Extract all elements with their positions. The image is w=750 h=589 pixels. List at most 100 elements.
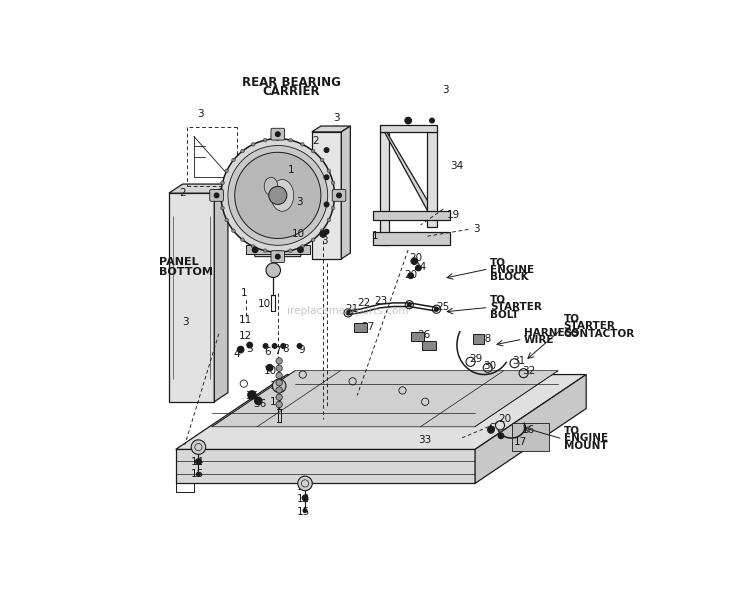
Circle shape	[320, 229, 324, 233]
FancyBboxPatch shape	[271, 251, 284, 263]
Text: ireplacementparts.com: ireplacementparts.com	[287, 306, 409, 316]
Circle shape	[332, 181, 335, 184]
Text: 3: 3	[334, 113, 340, 123]
Polygon shape	[214, 184, 228, 402]
FancyBboxPatch shape	[422, 341, 436, 350]
Circle shape	[241, 238, 244, 241]
Circle shape	[303, 509, 307, 512]
Circle shape	[232, 158, 236, 162]
Polygon shape	[251, 243, 305, 257]
Circle shape	[228, 145, 328, 245]
Text: BOLT: BOLT	[490, 310, 519, 320]
Circle shape	[275, 254, 280, 259]
Circle shape	[238, 346, 244, 353]
Circle shape	[276, 379, 282, 386]
Circle shape	[235, 153, 321, 239]
Text: 14: 14	[191, 456, 205, 466]
Circle shape	[196, 459, 201, 464]
Circle shape	[430, 118, 434, 123]
Text: 12: 12	[270, 397, 284, 407]
Text: 21: 21	[345, 304, 358, 314]
Text: 3: 3	[472, 223, 479, 233]
Text: TO: TO	[563, 314, 580, 324]
Text: 8: 8	[282, 344, 289, 353]
Circle shape	[416, 265, 421, 271]
Circle shape	[219, 194, 223, 197]
Text: 20: 20	[409, 253, 422, 263]
Text: 11: 11	[270, 381, 284, 391]
Circle shape	[301, 244, 304, 249]
Circle shape	[214, 193, 219, 198]
Circle shape	[251, 143, 255, 146]
Circle shape	[272, 379, 286, 393]
Polygon shape	[380, 132, 389, 245]
Text: MOUNT: MOUNT	[563, 441, 608, 451]
Circle shape	[298, 247, 303, 253]
Text: CONTACTOR: CONTACTOR	[563, 329, 634, 339]
Text: 27: 27	[361, 322, 374, 332]
Text: 10: 10	[264, 366, 278, 376]
FancyBboxPatch shape	[411, 332, 424, 342]
Polygon shape	[427, 132, 436, 227]
Text: ENGINE: ENGINE	[490, 265, 534, 275]
Circle shape	[324, 229, 328, 234]
Polygon shape	[169, 184, 228, 193]
Circle shape	[324, 148, 328, 153]
Text: 5: 5	[246, 344, 253, 353]
Text: 14: 14	[297, 494, 310, 504]
Polygon shape	[373, 211, 450, 220]
Polygon shape	[341, 126, 350, 259]
Polygon shape	[380, 125, 436, 132]
Text: 3: 3	[296, 197, 302, 207]
Circle shape	[221, 138, 334, 252]
Circle shape	[263, 138, 267, 142]
Text: 20: 20	[499, 414, 512, 424]
Circle shape	[263, 344, 268, 348]
Text: BOTTOM: BOTTOM	[158, 267, 212, 277]
Circle shape	[266, 365, 273, 371]
Text: 13: 13	[297, 482, 310, 492]
Text: 30: 30	[483, 362, 496, 372]
Text: 31: 31	[512, 356, 526, 366]
Ellipse shape	[264, 177, 278, 196]
Text: WIRE: WIRE	[524, 335, 554, 345]
Circle shape	[276, 137, 280, 141]
Circle shape	[333, 194, 336, 197]
Circle shape	[488, 426, 494, 433]
Text: PANEL: PANEL	[158, 257, 198, 267]
Circle shape	[407, 303, 411, 306]
Circle shape	[498, 433, 504, 438]
Circle shape	[220, 206, 224, 210]
Text: STARTER: STARTER	[490, 302, 542, 312]
Circle shape	[266, 263, 280, 277]
Circle shape	[311, 238, 315, 241]
Polygon shape	[312, 132, 341, 259]
Polygon shape	[211, 370, 558, 427]
Text: 33: 33	[419, 435, 432, 445]
Circle shape	[191, 440, 206, 454]
Text: 22: 22	[357, 299, 370, 308]
Text: TO: TO	[490, 295, 506, 305]
Polygon shape	[512, 423, 549, 451]
Text: 29: 29	[470, 353, 483, 363]
Circle shape	[297, 344, 302, 348]
Circle shape	[276, 401, 282, 408]
Circle shape	[248, 391, 256, 399]
Text: 3: 3	[442, 85, 448, 95]
Circle shape	[268, 186, 286, 204]
Polygon shape	[312, 126, 350, 132]
Text: 9: 9	[298, 345, 304, 355]
Text: 15: 15	[297, 507, 310, 517]
Circle shape	[324, 175, 328, 180]
Circle shape	[332, 206, 335, 210]
Circle shape	[346, 311, 350, 315]
Circle shape	[225, 218, 229, 222]
Text: 6: 6	[265, 348, 272, 358]
Text: CARRIER: CARRIER	[262, 85, 320, 98]
Polygon shape	[176, 375, 586, 449]
Text: 24: 24	[413, 262, 427, 272]
Text: 2: 2	[179, 188, 186, 198]
Circle shape	[247, 342, 253, 348]
Text: 16: 16	[521, 425, 535, 435]
FancyBboxPatch shape	[271, 128, 284, 140]
